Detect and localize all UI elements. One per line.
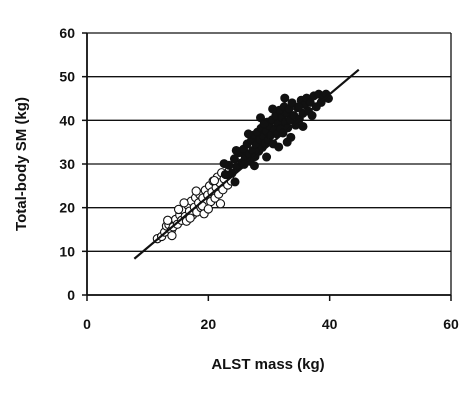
filled-point-76 — [231, 145, 241, 155]
y-tick-label-40: 40 — [59, 112, 75, 128]
open-point-47 — [185, 213, 195, 223]
filled-point-69 — [298, 121, 308, 131]
filled-point-78 — [282, 137, 292, 147]
open-point-55 — [215, 199, 226, 209]
filled-point-70 — [230, 177, 240, 187]
filled-point-66 — [262, 152, 272, 162]
open-point-54 — [167, 230, 177, 241]
filled-point-71 — [243, 129, 253, 139]
y-tick-label-50: 50 — [59, 69, 75, 85]
x-axis-ticks: 0 20 40 60 — [83, 295, 459, 332]
filled-point-77 — [259, 119, 269, 129]
x-tick-label-40: 40 — [322, 316, 338, 332]
y-tick-label-0: 0 — [67, 287, 75, 303]
open-point-51 — [203, 204, 213, 214]
y-tick-label-60: 60 — [59, 25, 75, 41]
filled-point-73 — [268, 104, 278, 114]
filled-point-79 — [294, 102, 304, 112]
regression-line-path — [133, 68, 360, 260]
open-point-53 — [163, 215, 173, 225]
open-point-50 — [173, 204, 184, 215]
y-tick-label-10: 10 — [59, 243, 75, 259]
regression-line — [133, 68, 360, 260]
filled-point-56 — [307, 111, 317, 121]
filled-point-67 — [274, 142, 284, 152]
filled-point-64 — [239, 159, 249, 169]
gridlines — [87, 32, 451, 296]
open-point-46 — [179, 198, 189, 208]
y-axis-title: Total-body SM (kg) — [13, 97, 30, 231]
x-tick-label-20: 20 — [201, 316, 217, 332]
x-tick-label-60: 60 — [443, 316, 459, 332]
open-point-48 — [191, 186, 201, 196]
filled-point-75 — [219, 159, 229, 169]
y-tick-label-20: 20 — [59, 200, 75, 216]
x-tick-label-0: 0 — [83, 316, 91, 332]
open-point-52 — [209, 175, 220, 186]
x-axis-title: ALST mass (kg) — [211, 356, 324, 373]
y-axis-ticks: 0 10 20 30 40 50 60 — [59, 25, 87, 303]
y-tick-label-30: 30 — [59, 156, 75, 172]
filled-point-74 — [280, 93, 290, 103]
filled-point-65 — [249, 161, 259, 171]
